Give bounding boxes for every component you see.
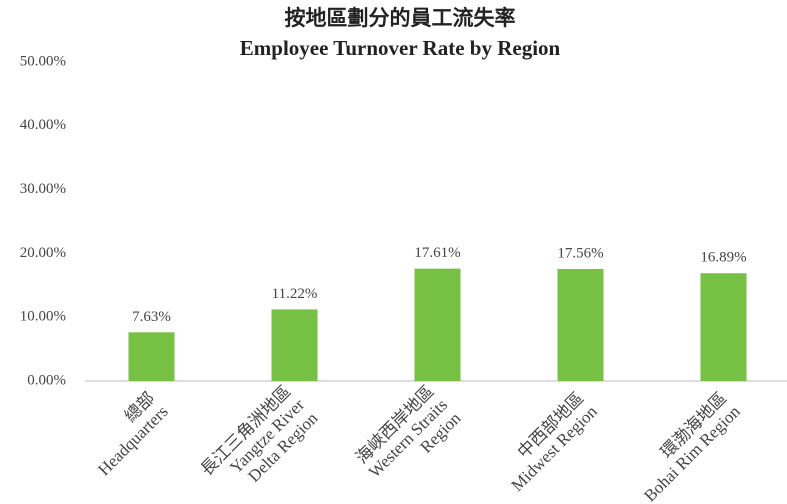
y-tick-label: 20.00% [20,245,66,261]
y-tick-label: 40.00% [20,117,66,133]
data-label: 17.61% [414,245,460,261]
y-tick-label: 50.00% [20,53,66,69]
y-tick-label: 30.00% [20,181,66,197]
data-label: 11.22% [272,286,318,302]
bar [557,268,604,381]
bar [271,309,318,381]
data-label: 17.56% [557,245,603,261]
y-tick-label: 0.00% [27,372,66,388]
data-label: 16.89% [700,250,746,266]
chart-subtitle: Employee Turnover Rate by Region [240,36,561,60]
bar [128,332,175,381]
y-tick-label: 10.00% [20,309,66,325]
data-label: 7.63% [132,309,171,325]
bar [414,268,461,381]
bar [700,273,747,381]
chart-title: 按地區劃分的員工流失率 [285,6,516,30]
